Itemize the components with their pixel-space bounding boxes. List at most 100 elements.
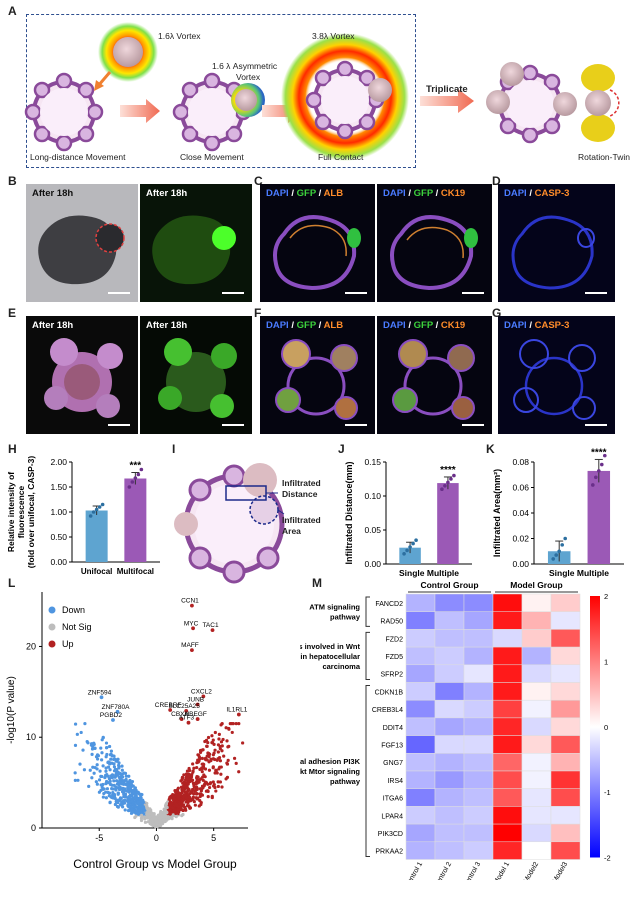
volcano-point bbox=[197, 753, 201, 757]
heatmap-cell bbox=[550, 788, 581, 807]
volcano-point bbox=[205, 744, 209, 748]
volcano-point bbox=[104, 741, 109, 745]
heatmap-cell bbox=[463, 753, 494, 772]
row-label: ITGA6 bbox=[383, 796, 403, 803]
scale-tick-label: 2 bbox=[604, 592, 608, 601]
heatmap-cell bbox=[405, 770, 436, 789]
y-axis-label: fluorescence bbox=[16, 486, 26, 539]
volcano-point bbox=[214, 789, 218, 793]
volcano-point bbox=[73, 722, 78, 726]
volcano-point bbox=[117, 761, 121, 765]
volcano-point bbox=[101, 764, 105, 768]
volcano-point bbox=[122, 794, 126, 799]
volcano-point bbox=[108, 782, 112, 787]
d-dapi: DAPI bbox=[504, 188, 527, 199]
heatmap-cell bbox=[550, 717, 581, 736]
i-dist-1: Infiltrated bbox=[282, 478, 321, 488]
volcano-point bbox=[220, 785, 224, 789]
volcano-point bbox=[198, 799, 202, 803]
legend-marker bbox=[48, 623, 56, 631]
data-point bbox=[603, 453, 607, 458]
c2-dapi: DAPI bbox=[383, 188, 406, 199]
column-label: Control 2 bbox=[433, 861, 453, 880]
heatmap-cell bbox=[492, 841, 523, 860]
row-label: GNG7 bbox=[383, 760, 403, 767]
gene-point-znf594 bbox=[99, 695, 104, 700]
legend-label: Not Sig bbox=[62, 622, 92, 632]
data-point bbox=[411, 541, 415, 546]
heatmap-cell bbox=[550, 841, 581, 860]
data-point bbox=[133, 476, 138, 480]
volcano-point bbox=[78, 762, 82, 766]
volcano-point bbox=[207, 785, 212, 790]
volcano-point bbox=[185, 769, 190, 773]
volcano-point bbox=[182, 793, 187, 797]
volcano-point bbox=[192, 792, 196, 796]
gene-point-junb bbox=[195, 702, 200, 707]
panel-i-schematic bbox=[174, 463, 285, 584]
gene-label: MAFF bbox=[181, 642, 199, 649]
volcano-point bbox=[191, 781, 196, 786]
volcano-point bbox=[110, 787, 114, 791]
e2-title: After 18h bbox=[146, 320, 188, 331]
i-area-1: Infiltrated bbox=[282, 515, 321, 525]
scale-tick-label: 1 bbox=[604, 657, 608, 666]
volcano-point bbox=[143, 820, 148, 824]
volcano-point bbox=[109, 757, 113, 761]
y-tick-label: 0.00 bbox=[50, 557, 67, 567]
gene-label: TAC1 bbox=[202, 622, 219, 629]
volcano-point bbox=[132, 788, 136, 792]
volcano-point bbox=[232, 756, 237, 760]
volcano-point bbox=[188, 792, 192, 796]
volcano-point bbox=[234, 761, 238, 765]
row-label: SFRP2 bbox=[380, 672, 403, 679]
gene-label: MYC bbox=[184, 620, 199, 627]
volcano-point bbox=[136, 796, 140, 800]
row-label: PIK3CD bbox=[378, 831, 403, 838]
volcano-point bbox=[198, 750, 203, 755]
heatmap-cell bbox=[521, 646, 552, 666]
heatmap-cell bbox=[463, 682, 494, 701]
scale-bar bbox=[345, 424, 367, 426]
volcano-point bbox=[212, 751, 216, 755]
y-tick-label: 20 bbox=[26, 641, 36, 651]
gene-point-cbx4 bbox=[179, 717, 184, 721]
volcano-point bbox=[108, 761, 112, 765]
data-point bbox=[414, 538, 418, 542]
heatmap-cell bbox=[550, 823, 581, 843]
volcano-point bbox=[186, 776, 190, 780]
gene-point-tac1 bbox=[210, 628, 215, 633]
volcano-point bbox=[129, 811, 134, 815]
heatmap-cell bbox=[405, 611, 436, 630]
c2-ck19: CK19 bbox=[440, 188, 466, 199]
y-axis-label: Relative intensity of bbox=[6, 472, 16, 552]
row-label: FZD2 bbox=[386, 636, 404, 643]
volcano-point bbox=[197, 804, 201, 808]
volcano-point bbox=[213, 771, 217, 775]
volcano-point bbox=[207, 768, 212, 772]
row-group-label: pathway bbox=[330, 613, 361, 622]
volcano-point bbox=[192, 784, 196, 788]
volcano-point bbox=[203, 739, 207, 744]
volcano-point bbox=[187, 804, 191, 808]
volcano-point bbox=[211, 757, 215, 761]
gene-label: PGBD2 bbox=[100, 712, 122, 719]
volcano-point bbox=[197, 780, 201, 784]
volcano-point bbox=[104, 790, 108, 794]
chart-m-heatmap: FANCD2 RAD50 FZD2 FZD5 SFRP2 CDKN1B CREB3L4 DDI… bbox=[300, 580, 611, 880]
y-tick-label: 0.05 bbox=[364, 525, 381, 535]
gene-point-atf3 bbox=[186, 720, 191, 725]
organoid-step1 bbox=[24, 72, 104, 152]
volcano-point bbox=[141, 805, 145, 809]
volcano-point bbox=[201, 778, 205, 782]
c2-gfp: GFP bbox=[413, 188, 433, 199]
data-point bbox=[97, 505, 102, 509]
volcano-point bbox=[165, 805, 169, 810]
volcano-point bbox=[153, 816, 157, 821]
panel-label-m: M bbox=[312, 576, 322, 590]
panel-label-d: D bbox=[492, 174, 501, 188]
scale-bar bbox=[108, 292, 130, 294]
volcano-point bbox=[161, 813, 166, 817]
volcano-point bbox=[214, 768, 218, 772]
volcano-point bbox=[104, 755, 108, 759]
